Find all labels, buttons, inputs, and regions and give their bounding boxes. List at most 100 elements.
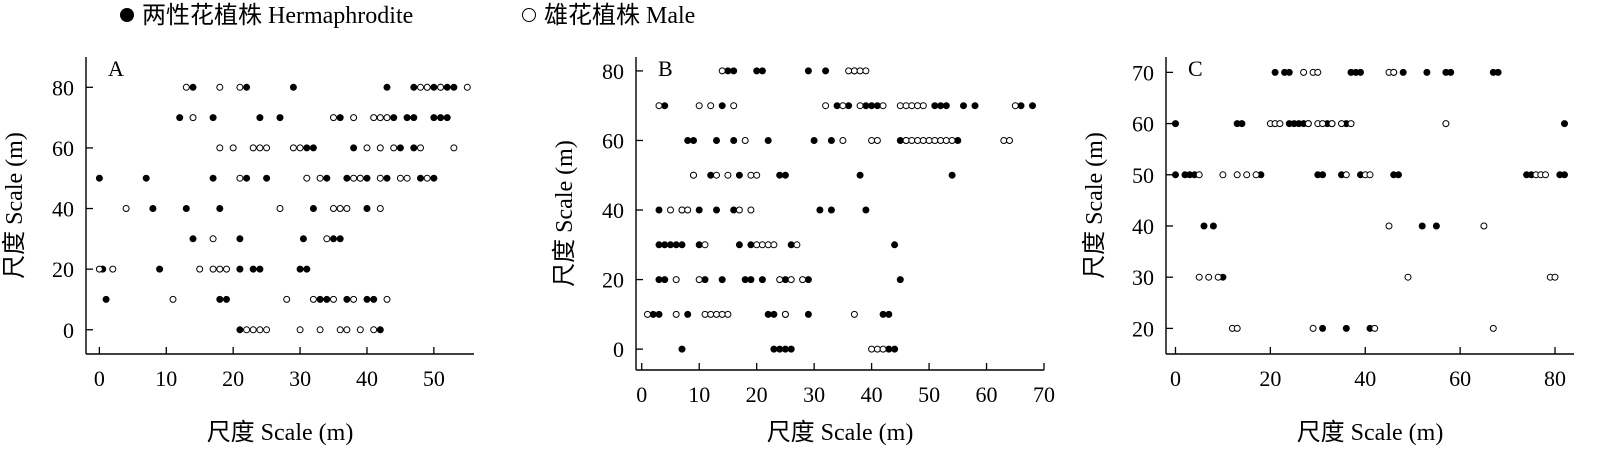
male-point <box>701 241 709 249</box>
male-point <box>678 206 686 214</box>
male-point <box>169 295 177 303</box>
hermaphrodite-point <box>95 174 103 182</box>
male-point <box>896 102 904 110</box>
hermaphrodite-point <box>891 345 899 353</box>
hermaphrodite-point <box>776 345 784 353</box>
male-point <box>303 174 311 182</box>
y-axis-title: 尺度 Scale (m) <box>551 140 578 287</box>
male-point <box>753 241 761 249</box>
male-point <box>747 171 755 179</box>
hermaphrodite-point <box>862 102 870 110</box>
male-point <box>701 310 709 318</box>
hermaphrodite-point <box>787 345 795 353</box>
hermaphrodite-point <box>410 83 418 91</box>
hermaphrodite-point <box>343 174 351 182</box>
hermaphrodite-point <box>216 295 224 303</box>
male-point <box>1442 120 1450 128</box>
hermaphrodite-point <box>735 241 743 249</box>
chart-panel-c: 0 20 40 60 80 20 30 40 50 60 70 C 尺度 Scale (m) 尺度 Sca… <box>1081 56 1574 446</box>
filled-circle-icon <box>120 8 134 22</box>
male-point <box>776 276 784 284</box>
hermaphrodite-point <box>695 241 703 249</box>
male-point <box>1480 222 1488 230</box>
hermaphrodite-point <box>142 174 150 182</box>
hermaphrodite-point <box>896 137 904 144</box>
male-point <box>383 114 391 122</box>
male-point <box>216 265 224 273</box>
hermaphrodite-point <box>873 102 881 110</box>
hermaphrodite-point <box>443 114 451 122</box>
male-point <box>667 206 674 214</box>
hermaphrodite-point <box>1395 171 1402 179</box>
male-point <box>948 137 956 144</box>
male-point <box>753 171 761 179</box>
male-point <box>937 137 945 144</box>
hermaphrodite-point <box>730 206 738 214</box>
hermaphrodite-point <box>804 276 812 284</box>
hermaphrodite-point <box>289 83 297 91</box>
hermaphrodite-point <box>363 174 371 182</box>
male-point <box>336 205 344 212</box>
male-point <box>781 310 789 318</box>
y-tick-label: 60 <box>602 128 624 153</box>
male-point <box>256 144 264 152</box>
male-point <box>1314 68 1322 76</box>
hermaphrodite-point <box>263 174 271 182</box>
male-point <box>879 345 887 353</box>
hermaphrodite-point <box>845 102 853 110</box>
hermaphrodite-point <box>701 276 709 284</box>
male-point <box>396 174 404 182</box>
hermaphrodite-point <box>403 114 411 122</box>
legend-label-hermaphrodite: 两性花植株 Hermaphrodite <box>142 3 414 29</box>
male-point <box>283 295 291 303</box>
male-point <box>1205 273 1213 281</box>
hermaphrodite-point <box>363 205 371 212</box>
hermaphrodite-point <box>1423 68 1431 76</box>
male-point <box>229 144 237 152</box>
male-point <box>747 206 755 214</box>
hermaphrodite-point <box>954 137 962 144</box>
male-point <box>787 276 795 284</box>
hermaphrodite-point <box>695 206 703 214</box>
hermaphrodite-point <box>1342 324 1350 332</box>
male-point <box>296 326 304 334</box>
y-axis-title: 尺度 Scale (m) <box>1 132 28 279</box>
male-point <box>822 102 830 110</box>
male-point <box>423 83 431 91</box>
y-tick-label: 50 <box>1132 163 1154 188</box>
male-point <box>1233 324 1241 332</box>
y-tick-label: 20 <box>602 268 624 293</box>
hermaphrodite-point <box>216 205 224 212</box>
male-point <box>223 265 230 273</box>
y-tick-label: 70 <box>1132 60 1154 85</box>
male-point <box>707 102 715 110</box>
male-point <box>1276 120 1284 128</box>
male-point <box>695 102 703 110</box>
hermaphrodite-point <box>1357 68 1364 76</box>
hermaphrodite-point <box>243 83 251 91</box>
male-point <box>316 174 324 182</box>
hermaphrodite-point <box>236 265 244 273</box>
male-point <box>330 114 337 122</box>
male-point <box>850 67 858 75</box>
x-tick-label: 40 <box>1354 366 1376 391</box>
hermaphrodite-point <box>299 235 307 243</box>
y-tick-label: 0 <box>63 318 74 343</box>
hermaphrodite-point <box>383 83 391 91</box>
hermaphrodite-point <box>303 144 311 152</box>
male-point <box>735 206 743 214</box>
hermaphrodite-point <box>707 171 715 179</box>
hermaphrodite-point <box>323 295 331 303</box>
male-point <box>196 265 204 273</box>
male-point <box>189 114 197 122</box>
x-tick-label: 40 <box>861 382 883 407</box>
x-axis-title: 尺度 Scale (m) <box>207 419 354 446</box>
hermaphrodite-point <box>781 345 789 353</box>
x-tick-label: 40 <box>356 366 378 391</box>
male-point <box>1371 324 1379 332</box>
y-tick-label: 20 <box>1132 316 1154 341</box>
male-point <box>713 171 720 179</box>
hermaphrodite-point <box>684 310 692 318</box>
hermaphrodite-point <box>1494 68 1502 76</box>
